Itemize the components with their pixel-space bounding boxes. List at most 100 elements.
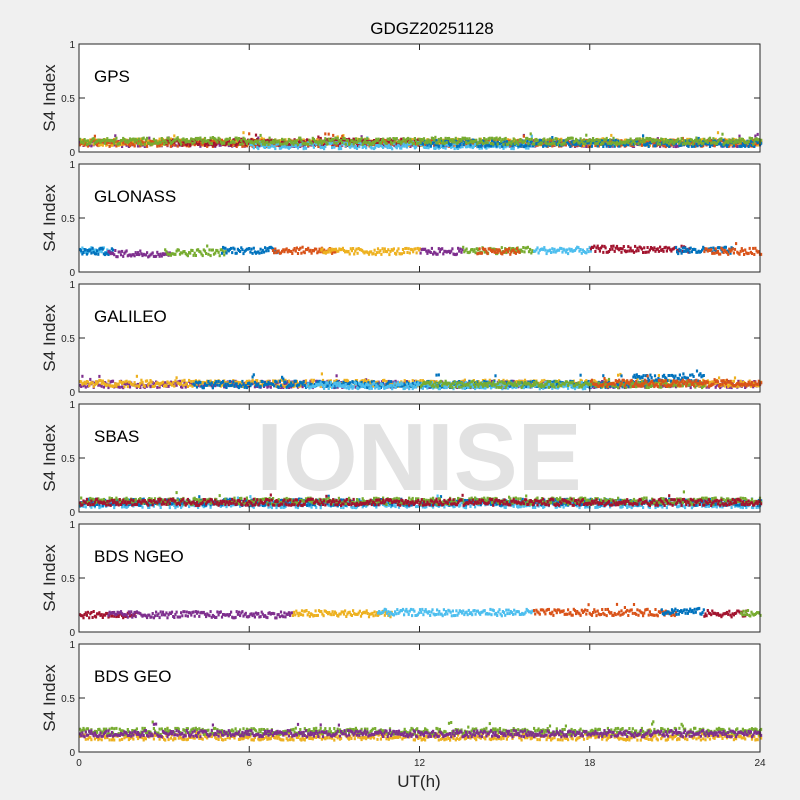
data-point: [281, 140, 284, 144]
data-point: [140, 378, 143, 382]
data-point: [142, 136, 145, 140]
data-point: [613, 249, 616, 253]
data-point: [582, 138, 586, 142]
data-point: [371, 140, 374, 144]
data-point: [550, 251, 553, 254]
data-point: [369, 140, 372, 144]
data-point: [605, 144, 608, 148]
data-point: [578, 141, 581, 145]
data-point: [682, 249, 685, 253]
data-point: [135, 138, 138, 142]
data-point: [193, 140, 196, 144]
data-point: [728, 140, 731, 144]
data-point: [703, 247, 706, 250]
data-point: [207, 252, 210, 256]
data-point: [185, 138, 188, 141]
data-point: [355, 141, 359, 144]
data-point: [363, 251, 366, 255]
data-point: [156, 141, 159, 145]
data-point: [201, 141, 204, 145]
data-point: [514, 139, 517, 143]
data-point: [750, 143, 754, 147]
data-point: [135, 374, 138, 378]
data-point: [661, 248, 664, 251]
data-point: [261, 142, 264, 146]
data-point: [134, 384, 137, 388]
data-point: [165, 384, 168, 388]
data-point: [254, 141, 258, 145]
data-point: [548, 137, 552, 141]
data-point: [432, 137, 435, 140]
data-point: [84, 141, 87, 145]
data-point: [107, 386, 110, 390]
data-point: [569, 249, 572, 253]
data-point: [198, 137, 201, 141]
data-point: [215, 138, 218, 142]
data-point: [243, 137, 246, 141]
data-point: [706, 140, 709, 144]
data-point: [261, 382, 264, 386]
data-point: [571, 249, 574, 253]
data-point: [405, 145, 409, 149]
data-point: [307, 246, 310, 250]
data-point: [90, 251, 93, 255]
data-point: [741, 249, 744, 253]
data-point: [315, 142, 318, 146]
data-point: [579, 248, 582, 251]
data-point: [476, 142, 479, 146]
data-point: [215, 142, 218, 146]
data-point: [361, 379, 364, 383]
data-point: [672, 142, 675, 145]
data-point: [642, 137, 645, 141]
data-point: [319, 146, 322, 150]
data-point: [606, 139, 609, 142]
data-point: [94, 380, 98, 384]
data-point: [677, 252, 680, 256]
data-point: [439, 137, 443, 141]
data-point: [512, 142, 515, 146]
data-point: [177, 381, 180, 385]
data-point: [679, 249, 682, 252]
data-point: [248, 379, 251, 383]
data-point: [575, 247, 578, 251]
data-point: [745, 143, 748, 147]
data-point: [491, 139, 494, 143]
data-point: [370, 142, 373, 146]
data-point: [84, 385, 87, 389]
data-point: [433, 381, 436, 385]
data-point: [652, 248, 655, 252]
data-point: [138, 144, 141, 148]
data-point: [109, 384, 112, 388]
data-point: [553, 140, 556, 144]
data-point: [223, 246, 226, 250]
data-point: [661, 138, 664, 141]
data-point: [517, 142, 520, 146]
data-point: [427, 146, 430, 150]
data-point: [632, 250, 636, 254]
data-point: [97, 138, 100, 142]
data-point: [205, 252, 208, 255]
data-point: [209, 379, 212, 383]
data-point: [580, 144, 583, 148]
data-point: [358, 145, 361, 149]
data-point: [294, 141, 297, 145]
data-point: [354, 144, 357, 148]
data-point: [131, 142, 134, 146]
data-point: [83, 138, 86, 141]
data-point: [365, 379, 368, 383]
data-point: [484, 144, 487, 148]
data-point: [101, 139, 104, 142]
data-point: [157, 141, 160, 145]
data-point: [287, 143, 290, 147]
data-point: [520, 143, 523, 147]
data-point: [559, 246, 562, 250]
data-point: [225, 137, 228, 141]
data-point: [424, 141, 427, 145]
data-point: [394, 145, 397, 149]
data-point: [80, 140, 83, 144]
data-point: [630, 142, 633, 145]
series-6: [320, 246, 422, 257]
data-point: [716, 250, 720, 253]
data-point: [628, 139, 631, 143]
